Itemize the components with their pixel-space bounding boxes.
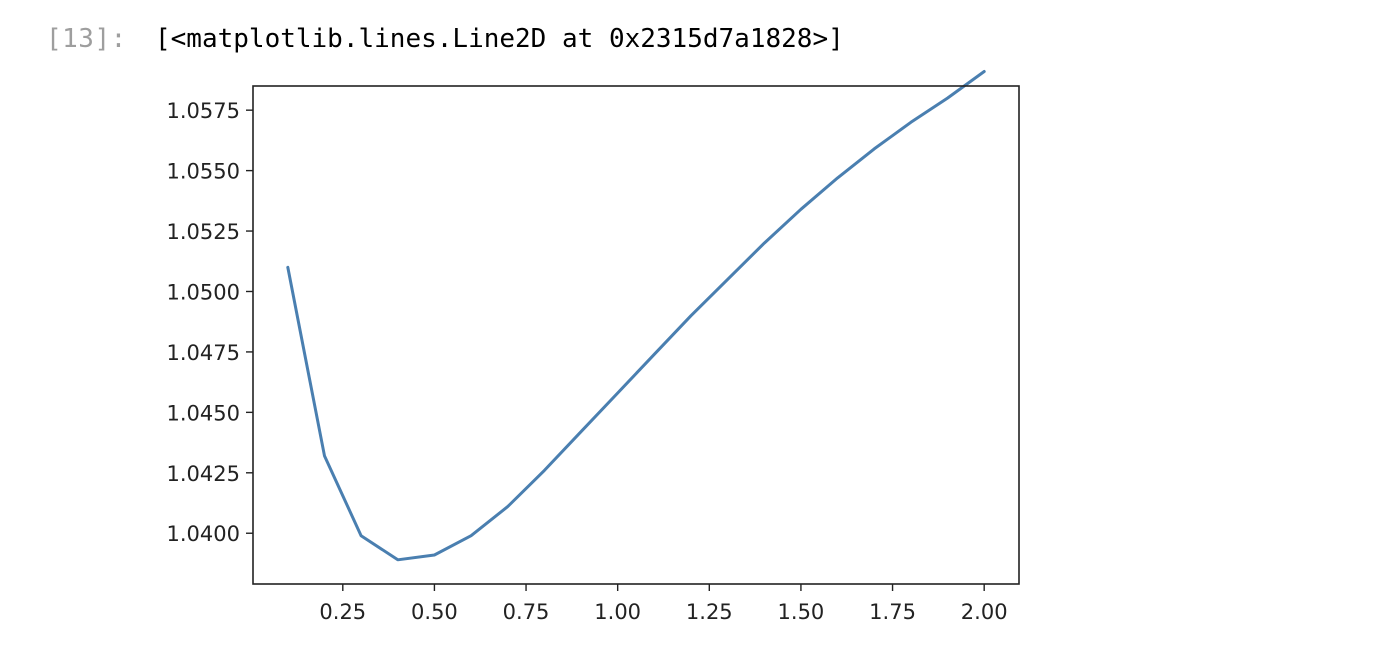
x-tick-label: 0.75 <box>503 600 550 624</box>
execution-count-prompt: [13]: <box>46 24 127 54</box>
y-tick-label: 1.0425 <box>167 462 240 486</box>
axes-frame <box>252 85 1020 585</box>
ticks-layer: 0.25 0.50 0.75 1.00 1.25 1.50 1.75 2.00 1.0400 1.… <box>167 99 1008 624</box>
y-tick-label: 1.0475 <box>167 341 240 365</box>
x-tick-label: 1.25 <box>686 600 733 624</box>
series-line <box>286 70 986 562</box>
x-tick-label: 0.50 <box>411 600 458 624</box>
x-tick-label: 2.00 <box>961 600 1008 624</box>
x-tick-label: 1.75 <box>869 600 916 624</box>
x-tick-label: 1.00 <box>594 600 641 624</box>
y-tick-label: 1.0575 <box>167 99 240 123</box>
y-tick-label: 1.0450 <box>167 401 240 425</box>
y-tick-label: 1.0525 <box>167 220 240 244</box>
y-tick-label: 1.0400 <box>167 522 240 546</box>
line-layer <box>286 70 986 562</box>
output-repr-text: [<matplotlib.lines.Line2D at 0x2315d7a18… <box>155 24 844 54</box>
x-tick-label: 1.50 <box>778 600 825 624</box>
x-tick-label: 0.25 <box>319 600 366 624</box>
y-tick-label: 1.0500 <box>167 280 240 304</box>
y-tick-label: 1.0550 <box>167 160 240 184</box>
